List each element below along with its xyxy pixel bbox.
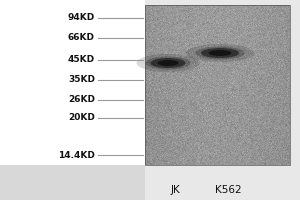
Ellipse shape xyxy=(208,50,231,56)
Ellipse shape xyxy=(201,48,239,58)
Ellipse shape xyxy=(158,60,178,66)
Text: 14.4KD: 14.4KD xyxy=(58,150,95,160)
Text: 45KD: 45KD xyxy=(68,55,95,64)
Ellipse shape xyxy=(195,46,245,60)
Bar xyxy=(0,165,145,200)
Text: K562: K562 xyxy=(215,185,241,195)
Bar xyxy=(0,0,145,165)
Text: 94KD: 94KD xyxy=(68,14,95,22)
Ellipse shape xyxy=(136,54,200,72)
Text: 66KD: 66KD xyxy=(68,33,95,43)
Text: JK: JK xyxy=(170,185,180,195)
Text: 20KD: 20KD xyxy=(68,114,95,122)
Ellipse shape xyxy=(151,58,185,68)
Text: 35KD: 35KD xyxy=(68,75,95,84)
Bar xyxy=(145,5,290,165)
Ellipse shape xyxy=(186,44,254,62)
Ellipse shape xyxy=(145,56,191,70)
Text: 26KD: 26KD xyxy=(68,96,95,104)
